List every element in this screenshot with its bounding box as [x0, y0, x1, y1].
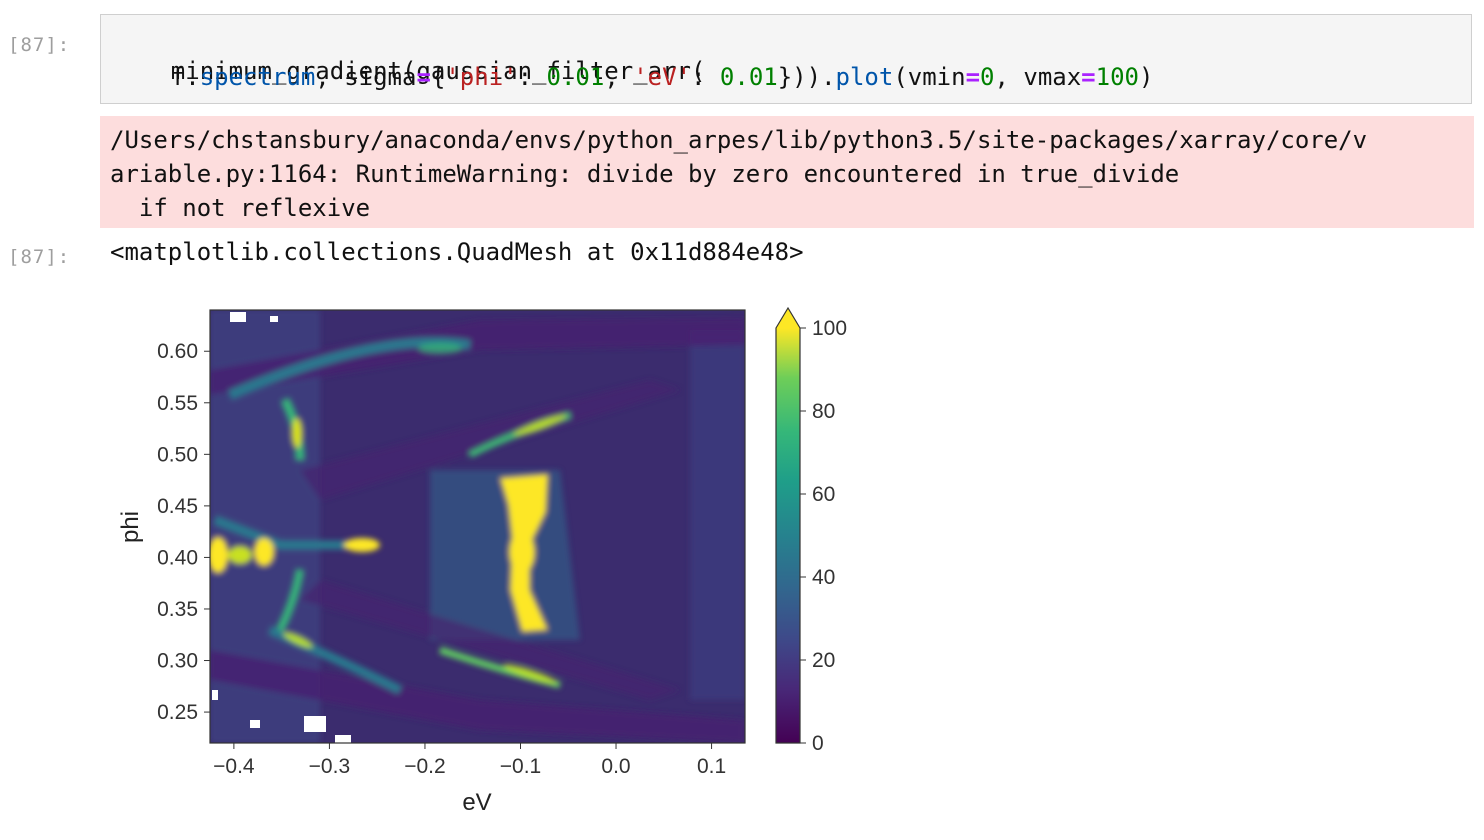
y-tick-label: 0.60 [157, 340, 198, 363]
x-tick-label: −0.4 [213, 755, 255, 778]
stderr-line: ariable.py:1164: RuntimeWarning: divide … [110, 160, 1180, 188]
code-token: spectrum [199, 63, 316, 91]
code-token: 0 [980, 63, 995, 91]
x-tick-label: −0.2 [404, 755, 445, 778]
code-token: 0.01 [719, 63, 778, 91]
code-token: , sigma [315, 63, 417, 91]
y-tick-label: 0.50 [157, 443, 198, 466]
x-tick-label: 0.0 [601, 755, 630, 778]
colorbar-ticks: 0 20 40 60 80 100 [800, 317, 847, 755]
code-token: 'phi' [445, 63, 518, 91]
colorbar-tick-label: 100 [812, 317, 847, 340]
code-token: , vmax [994, 63, 1082, 91]
stderr-line: /Users/chstansbury/anaconda/envs/python_… [110, 126, 1368, 154]
nan-patch [270, 316, 278, 322]
y-tick-label: 0.25 [157, 701, 198, 724]
output-prompt: [87]: [8, 246, 71, 268]
y-tick-label: 0.45 [157, 495, 198, 518]
code-line-2: f.spectrum, sigma={'phi': 0.01, 'eV': 0.… [113, 63, 1154, 91]
code-cell-input[interactable]: minimum_gradient(gaussian_filter_arr( f.… [100, 14, 1472, 104]
code-token: : [517, 63, 547, 91]
x-axis: −0.4 −0.3 −0.2 −0.1 0.0 0.1 [213, 743, 726, 778]
x-tick-label: 0.1 [697, 755, 726, 778]
heatmap-image [210, 310, 745, 743]
y-axis-label: phi [117, 511, 144, 543]
code-token: = [1081, 63, 1096, 91]
colorbar-tick-label: 60 [812, 483, 835, 506]
code-token: 'eV' [633, 63, 692, 91]
stderr-output: /Users/chstansbury/anaconda/envs/python_… [100, 116, 1474, 228]
y-tick-label: 0.30 [157, 650, 198, 673]
plot-frame [209, 309, 746, 744]
x-axis-label: eV [462, 789, 491, 816]
y-axis: 0.25 0.30 0.35 0.40 0.45 0.50 0.55 0.60 [157, 340, 210, 724]
code-token: { [430, 63, 446, 91]
stderr-line: if not reflexive [110, 194, 371, 222]
nan-patch [230, 312, 246, 322]
y-tick-label: 0.55 [157, 392, 198, 415]
nan-patch [304, 716, 326, 732]
colorbar-tick-label: 80 [812, 400, 835, 423]
nan-patch [250, 720, 260, 728]
nan-patch [335, 735, 351, 743]
code-token: minimum_gradient(gaussian_filter_arr( [170, 57, 706, 85]
code-line-1: minimum_gradient(gaussian_filter_arr( [113, 29, 706, 113]
y-tick-label: 0.35 [157, 598, 198, 621]
colorbar-gradient [776, 328, 800, 743]
colorbar-tick-label: 20 [812, 649, 835, 672]
input-prompt: [87]: [8, 34, 71, 56]
output-repr: <matplotlib.collections.QuadMesh at 0x11… [110, 238, 804, 266]
code-token: f. [113, 63, 200, 91]
code-token: ) [1138, 63, 1154, 91]
code-token: 0.01 [546, 63, 605, 91]
y-tick-label: 0.40 [157, 546, 198, 569]
colorbar-outline [775, 306, 801, 744]
code-token: (vmin [893, 63, 966, 91]
code-token: : [691, 63, 720, 91]
colorbar-tick-label: 40 [812, 566, 835, 589]
code-token: })). [777, 63, 836, 91]
colorbar: 0 20 40 60 80 100 [775, 306, 847, 755]
x-tick-label: −0.1 [500, 755, 541, 778]
colorbar-extend-arrow [776, 308, 800, 328]
x-tick-label: −0.3 [309, 755, 350, 778]
heatmap-features [210, 310, 745, 743]
code-token: 100 [1095, 63, 1139, 91]
code-token: = [965, 63, 981, 91]
colorbar-tick-label: 0 [812, 732, 824, 755]
code-token: , [604, 63, 634, 91]
nan-patch [212, 690, 218, 700]
code-token: = [416, 63, 431, 91]
code-token: plot [835, 63, 894, 91]
